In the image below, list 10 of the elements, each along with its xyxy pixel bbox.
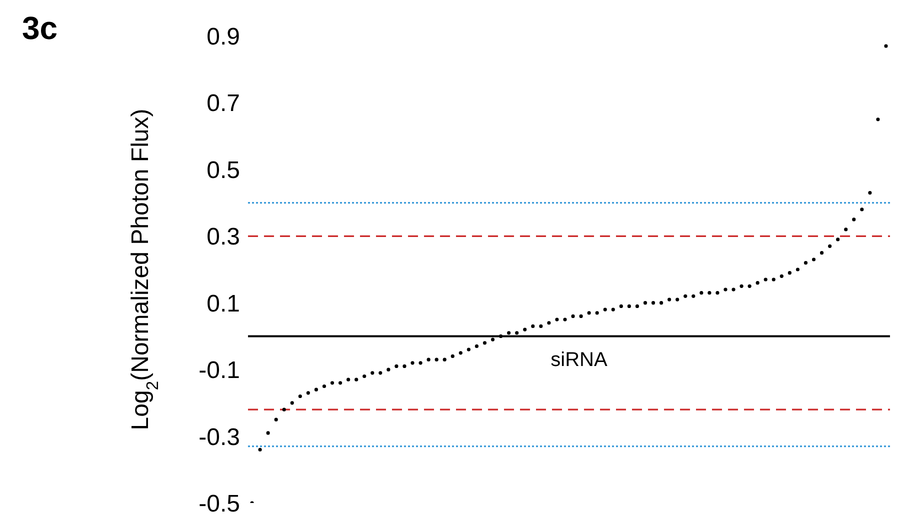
y-tick-label: 0.7 — [206, 90, 240, 118]
x-axis-title: siRNA — [550, 349, 608, 372]
y-tick-label: -0.3 — [198, 424, 240, 451]
y-tick-label: 0.1 — [206, 290, 240, 318]
y-tick-label: 0.5 — [206, 156, 240, 184]
y-tick-label: -0.5 — [198, 490, 240, 518]
y-tick-label: -0.1 — [198, 357, 240, 384]
y-tick-label: 0.3 — [206, 224, 240, 251]
y-tick-label: 0.9 — [206, 24, 240, 51]
text: 3c — [22, 10, 58, 47]
